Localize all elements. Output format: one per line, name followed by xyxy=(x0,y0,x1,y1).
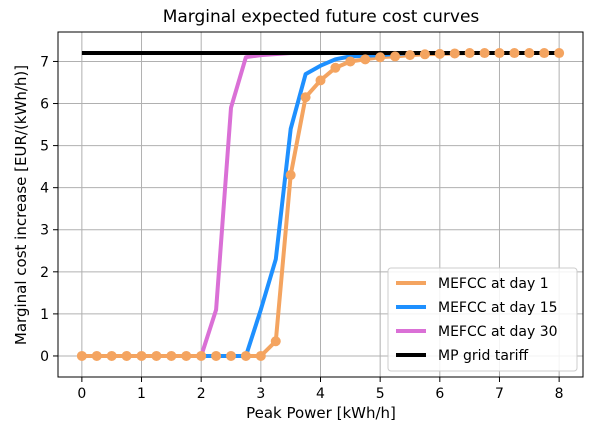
data-point xyxy=(270,336,281,347)
legend-box xyxy=(387,267,578,372)
data-point xyxy=(106,350,117,361)
data-point xyxy=(300,92,311,103)
legend-entry: MP grid tariff xyxy=(438,348,529,364)
x-axis-label: Peak Power [kWh/h] xyxy=(246,404,396,422)
data-point xyxy=(479,48,490,59)
y-tick-label: 2 xyxy=(40,265,49,281)
y-tick-label: 5 xyxy=(40,139,49,155)
data-point xyxy=(181,350,192,361)
data-point xyxy=(404,50,415,61)
x-tick-label: 7 xyxy=(495,386,504,402)
legend-entry: MEFCC at day 30 xyxy=(438,324,558,340)
data-point xyxy=(211,350,222,361)
y-axis-label: Marginal cost increase [EUR/(kWh/h)] xyxy=(12,65,30,345)
y-tick-label: 0 xyxy=(40,349,49,365)
series-markers xyxy=(76,48,565,361)
data-point xyxy=(375,52,386,63)
data-point xyxy=(285,170,296,181)
data-point xyxy=(91,350,102,361)
data-point xyxy=(494,48,505,59)
data-point xyxy=(390,51,401,62)
data-point xyxy=(330,62,341,73)
x-tick-label: 5 xyxy=(376,386,385,402)
data-point xyxy=(76,350,87,361)
y-tick-label: 7 xyxy=(40,54,49,70)
y-axis-ticks: 0 1 2 3 4 5 6 7 xyxy=(40,54,58,365)
data-point xyxy=(524,48,535,59)
legend-entry: MEFCC at day 15 xyxy=(438,300,558,316)
data-point xyxy=(255,350,266,361)
data-point xyxy=(151,350,162,361)
y-tick-label: 3 xyxy=(40,223,49,239)
x-axis-ticks: 0 1 2 3 4 5 6 7 8 xyxy=(77,377,564,402)
data-point xyxy=(360,54,371,65)
x-tick-label: 0 xyxy=(77,386,86,402)
y-tick-label: 1 xyxy=(40,307,49,323)
grid xyxy=(58,32,583,377)
chart-title: Marginal expected future cost curves xyxy=(163,7,480,27)
data-point xyxy=(509,48,520,59)
x-tick-label: 3 xyxy=(256,386,265,402)
x-tick-label: 6 xyxy=(435,386,444,402)
data-point xyxy=(226,350,237,361)
data-point xyxy=(121,350,132,361)
data-point xyxy=(315,75,326,86)
data-point xyxy=(136,350,147,361)
x-tick-label: 4 xyxy=(316,386,325,402)
data-point xyxy=(554,48,565,59)
data-point xyxy=(166,350,177,361)
data-point xyxy=(240,350,251,361)
legend-entry: MEFCC at day 1 xyxy=(438,276,549,292)
x-tick-label: 8 xyxy=(555,386,564,402)
data-point xyxy=(539,48,550,59)
data-point xyxy=(434,48,445,59)
data-point xyxy=(464,48,475,59)
y-tick-label: 4 xyxy=(40,181,49,197)
data-point xyxy=(345,56,356,67)
data-point xyxy=(449,48,460,59)
legend: MEFCC at day 1 MEFCC at day 15 MEFCC at da… xyxy=(387,267,578,372)
x-tick-label: 1 xyxy=(137,386,146,402)
data-point xyxy=(419,49,430,60)
y-tick-label: 6 xyxy=(40,97,49,113)
x-tick-label: 2 xyxy=(197,386,206,402)
data-point xyxy=(196,350,207,361)
